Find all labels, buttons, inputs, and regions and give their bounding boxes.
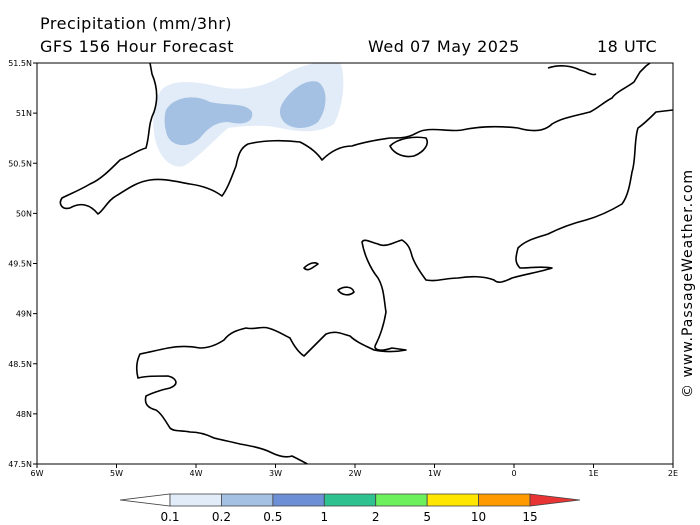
lon-tick-label: 2E bbox=[668, 469, 678, 478]
lat-tick-label: 51N bbox=[16, 109, 32, 118]
legend-label: 0.2 bbox=[212, 510, 231, 524]
lon-tick-label: 1W bbox=[428, 469, 441, 478]
lat-tick-label: 49N bbox=[16, 310, 32, 319]
lon-tick-label: 0 bbox=[511, 469, 516, 478]
lat-axis: 51.5N 51N 50.5N 50N 49.5N 49N 48.5N 48N 47.5N bbox=[8, 59, 37, 469]
lat-tick-label: 51.5N bbox=[8, 59, 32, 68]
legend-label: 2 bbox=[372, 510, 380, 524]
coastline-england bbox=[59, 63, 651, 215]
lon-tick-label: 4W bbox=[190, 469, 203, 478]
legend-swatch bbox=[426, 493, 479, 507]
forecast-time: 18 UTC bbox=[597, 37, 658, 56]
island-channel-2 bbox=[303, 262, 319, 271]
map-frame bbox=[36, 62, 674, 465]
isle-of-wight bbox=[389, 136, 429, 158]
lon-tick-label: 2W bbox=[349, 469, 362, 478]
precip-area-medium bbox=[279, 81, 326, 128]
precip-area-medium bbox=[164, 97, 253, 146]
legend-label: 0.1 bbox=[160, 510, 179, 524]
lat-tick-label: 50N bbox=[16, 209, 32, 218]
legend-label: 0.5 bbox=[263, 510, 282, 524]
forecast-date: Wed 07 May 2025 bbox=[368, 37, 520, 56]
lat-tick-label: 48.5N bbox=[8, 360, 32, 369]
legend-swatch bbox=[169, 493, 222, 507]
legend-label: 10 bbox=[471, 510, 486, 524]
lon-tick-label: 1E bbox=[588, 469, 598, 478]
coastline-thames bbox=[547, 65, 597, 76]
lat-tick-label: 47.5N bbox=[8, 460, 32, 469]
legend-swatch bbox=[478, 493, 531, 507]
lat-tick-label: 48N bbox=[16, 410, 32, 419]
lon-axis: 6W 5W 4W 3W 2W 1W 0 1E 2E bbox=[31, 464, 678, 478]
lat-tick-label: 50.5N bbox=[8, 159, 32, 168]
legend-arrow-high bbox=[529, 493, 581, 507]
legend-swatch bbox=[221, 493, 274, 507]
lat-tick-label: 49.5N bbox=[8, 260, 32, 269]
lon-tick-label: 6W bbox=[31, 469, 44, 478]
island-channel-1 bbox=[337, 286, 355, 296]
legend-swatch bbox=[272, 493, 325, 507]
chart-title: Precipitation (mm/3hr) bbox=[40, 14, 233, 33]
lon-tick-label: 3W bbox=[269, 469, 282, 478]
legend-arrow-low bbox=[119, 493, 171, 507]
legend-label: 1 bbox=[320, 510, 328, 524]
forecast-label: GFS 156 Hour Forecast bbox=[40, 37, 235, 56]
legend-colorbar: 0.1 0.2 0.5 1 2 5 10 15 bbox=[119, 493, 581, 524]
coastline-france bbox=[135, 109, 673, 464]
lon-tick-label: 5W bbox=[110, 469, 123, 478]
legend-swatch bbox=[375, 493, 428, 507]
legend-label: 15 bbox=[522, 510, 537, 524]
legend-swatch bbox=[323, 493, 377, 507]
legend-label: 5 bbox=[423, 510, 431, 524]
